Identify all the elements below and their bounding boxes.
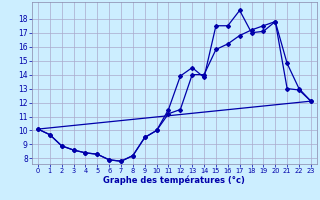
X-axis label: Graphe des températures (°c): Graphe des températures (°c) bbox=[103, 176, 245, 185]
